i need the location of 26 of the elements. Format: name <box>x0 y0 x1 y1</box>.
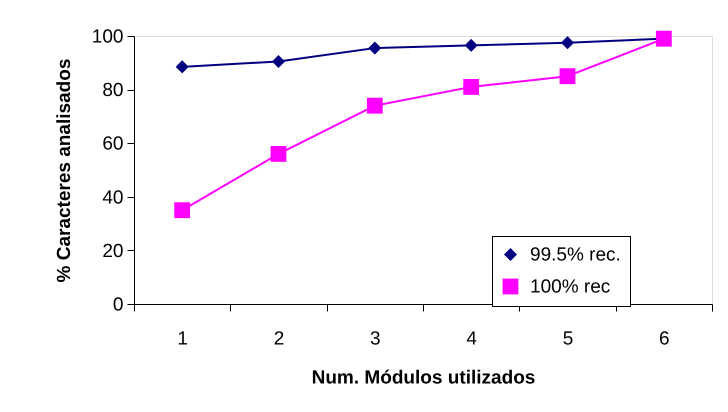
y-tick-label: 0 <box>112 294 124 316</box>
y-tick-label: 40 <box>102 187 124 208</box>
legend-label: 99.5% rec. <box>530 244 621 266</box>
x-tick-label: 4 <box>466 328 478 350</box>
point <box>560 68 576 84</box>
legend-label: 100% rec <box>530 276 610 298</box>
point <box>463 79 480 95</box>
y-tick-label: 100 <box>92 26 124 48</box>
x-tick-label: 6 <box>659 328 670 350</box>
y-tick-label: 60 <box>102 134 124 155</box>
x-tick-label: 5 <box>562 328 574 350</box>
point <box>560 36 574 50</box>
y-axis-title: % Caracteres analisados <box>54 58 75 282</box>
point <box>270 146 286 162</box>
point <box>176 60 189 74</box>
x-tick-label: 1 <box>177 328 188 350</box>
x-axis-title: Num. Módulos utilizados <box>312 368 536 388</box>
point <box>464 38 478 52</box>
y-tick-label: 80 <box>102 80 124 102</box>
point <box>174 202 190 218</box>
point <box>366 98 383 114</box>
point <box>272 54 286 68</box>
point <box>368 42 382 55</box>
y-tick-label: 20 <box>102 240 124 262</box>
x-tick-label: 2 <box>274 328 284 350</box>
x-tick-label: 3 <box>370 328 381 350</box>
